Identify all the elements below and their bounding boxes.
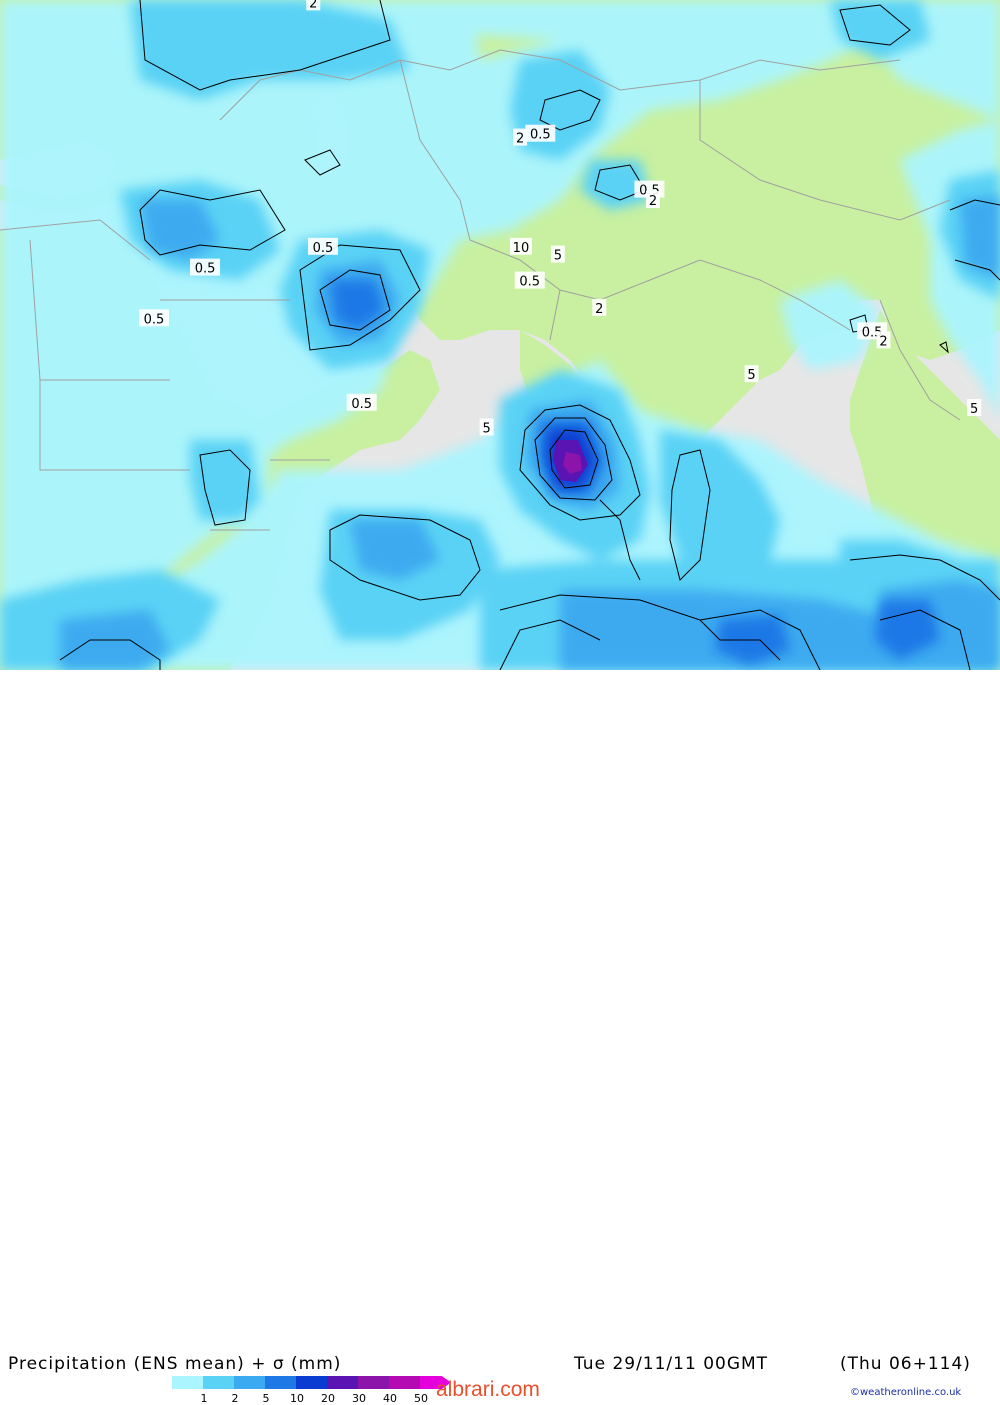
legend-swatch [234,1376,265,1389]
contour-label: 0.5 [139,309,169,327]
contour-label-text: 0.5 [530,128,551,143]
legend-tick: 50 [414,1392,428,1405]
contour-label: 2 [876,331,891,349]
contour-label-text: 2 [309,0,317,11]
legend-tick: 2 [231,1392,239,1405]
color-legend: 1 2 5 10 20 30 40 50 [172,1376,452,1405]
contour-label-text: 5 [970,402,978,417]
map-caption: Precipitation (ENS mean) + σ (mm) [8,1354,342,1374]
contour-label-text: 0.5 [144,312,165,327]
legend-tick: 1 [200,1392,208,1405]
precip-heavy [60,195,1000,670]
legend-swatch [296,1376,327,1389]
legend-tick: 20 [321,1392,335,1405]
contour-label: 5 [550,245,565,264]
contour-label-text: 0.5 [313,241,334,256]
contour-label-text: 2 [595,302,603,317]
contour-label: 5 [967,399,982,417]
contour-lines [59,0,1000,670]
legend-swatch [265,1376,296,1389]
contour-label: 5 [479,418,494,437]
contour-label: 2 [645,191,660,209]
contour-label-text: 10 [513,241,530,256]
contour-label-text: 2 [649,194,657,209]
contour-label: 0.5 [346,393,377,412]
contour-label-text: 2 [879,334,887,349]
legend-tick: 10 [290,1392,304,1405]
legend-swatch [327,1376,358,1389]
legend-tick: 40 [383,1392,397,1405]
contour-label: 5 [744,365,759,383]
contour-label-text: 0.5 [519,275,540,290]
contour-label: 2 [306,0,321,11]
precip-extreme [546,428,596,488]
contour-label-text: 5 [482,422,490,437]
forecast-validity: (Thu 06+114) [840,1354,971,1374]
legend-swatch [358,1376,389,1389]
contour-label: 0.5 [514,271,545,290]
contour-label-text: 2 [516,132,524,147]
legend-tick: 5 [262,1392,270,1405]
contour-label: 10 [509,237,532,256]
credit: ©weatheronline.co.uk [850,1387,962,1398]
contour-label-text: 0.5 [351,397,372,412]
contour-label-text: 5 [747,368,755,383]
contour-label: 2 [592,298,607,317]
contour-label: 2 [513,128,528,147]
legend-swatch [172,1376,203,1389]
contour-labels: 0.50.50.50.50.50.5220.50.521050.50.50.50… [139,0,982,437]
legend-swatch [389,1376,420,1389]
contour-label-text: 5 [554,249,562,264]
contour-label: 0.5 [307,237,338,256]
contour-label-text: 0.5 [195,262,216,277]
contour-label: 0.5 [525,124,556,143]
footer: Precipitation (ENS mean) + σ (mm) Tue 29… [0,670,1000,1405]
watermark: albrari.com [436,1378,540,1401]
legend-swatch [203,1376,234,1389]
forecast-datetime: Tue 29/11/11 00GMT [574,1354,769,1374]
precipitation-map: 0.50.50.50.50.50.5220.50.521050.50.50.50… [0,0,1000,670]
legend-tick: 30 [352,1392,366,1405]
contour-label: 0.5 [190,258,221,277]
